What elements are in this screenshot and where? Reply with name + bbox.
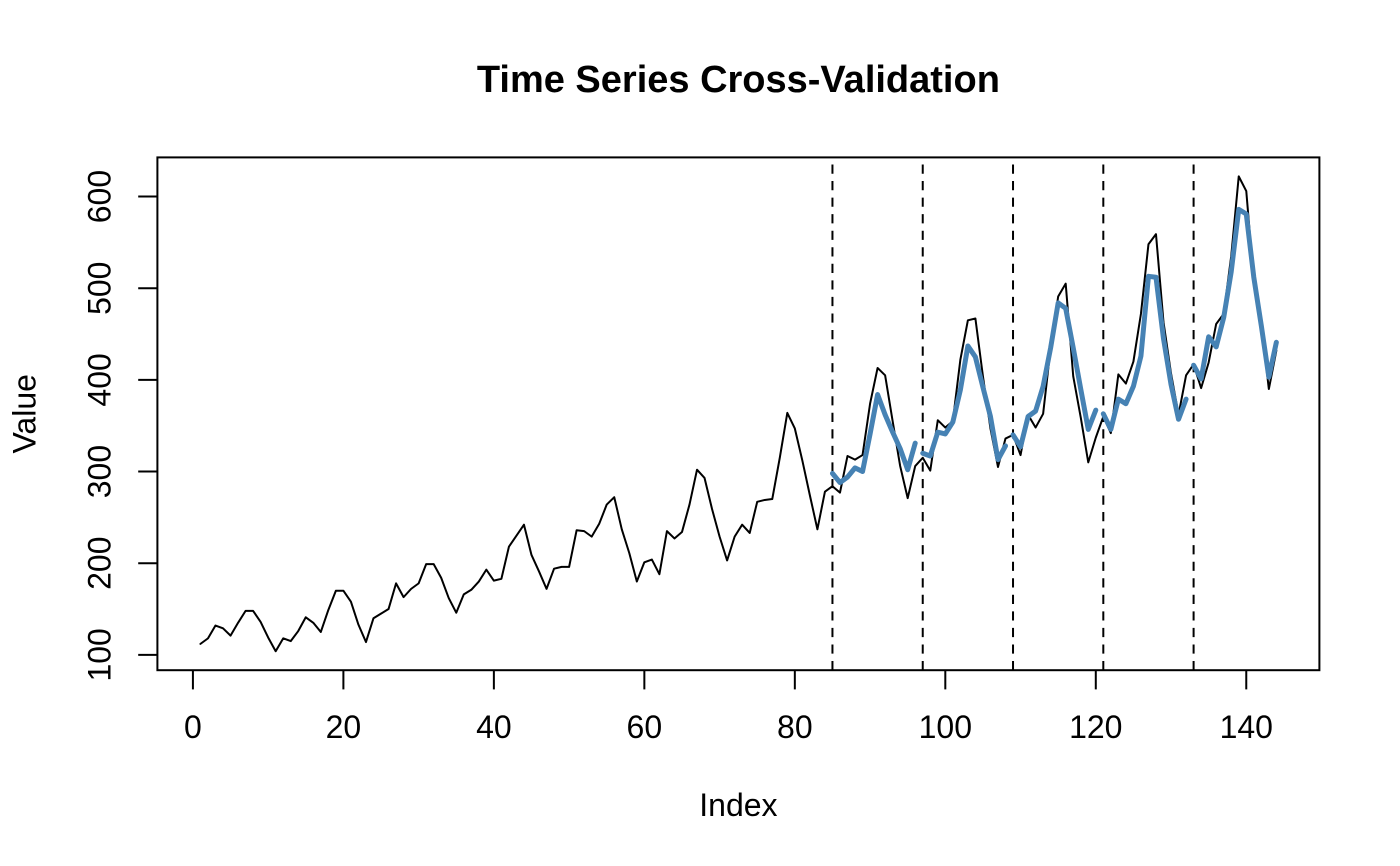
- forecast-segment-line: [1010, 300, 1099, 450]
- x-axis-tick-label: 20: [326, 709, 362, 745]
- y-axis-tick-label: 400: [81, 353, 117, 406]
- forecast-series-layer: [829, 206, 1279, 486]
- actual-series-layer: [199, 175, 1278, 653]
- forecast-segment-line: [829, 392, 918, 486]
- forecast-segment-line: [1191, 206, 1279, 382]
- x-axis-tick-label: 0: [184, 709, 202, 745]
- y-axis-tick-label: 200: [81, 537, 117, 590]
- chart-title: Time Series Cross-Validation: [477, 59, 1000, 101]
- x-axis-tick-label: 120: [1069, 709, 1122, 745]
- plot-box: [156, 156, 1321, 672]
- y-axis-tick-label: 100: [81, 628, 117, 681]
- x-axis-tick-label: 140: [1220, 709, 1273, 745]
- y-axis-tick-label: 600: [81, 170, 117, 223]
- forecast-segment-line: [1100, 273, 1189, 432]
- x-axis-title: Index: [699, 787, 777, 823]
- forecast-segment-line: [920, 343, 1008, 463]
- x-axis-tick-label: 40: [476, 709, 512, 745]
- axes-layer: 0 20 40 60 80 100 120 140 100 200 300 400 500 600: [81, 156, 1321, 745]
- x-axis-tick-label: 80: [777, 709, 813, 745]
- y-axis-tick-label: 300: [81, 445, 117, 498]
- x-axis-tick-label: 100: [919, 709, 972, 745]
- y-axis-tick-label: 500: [81, 262, 117, 315]
- actual-series-line: [199, 175, 1278, 653]
- y-axis-title: Value: [6, 374, 42, 453]
- x-axis-tick-label: 60: [627, 709, 663, 745]
